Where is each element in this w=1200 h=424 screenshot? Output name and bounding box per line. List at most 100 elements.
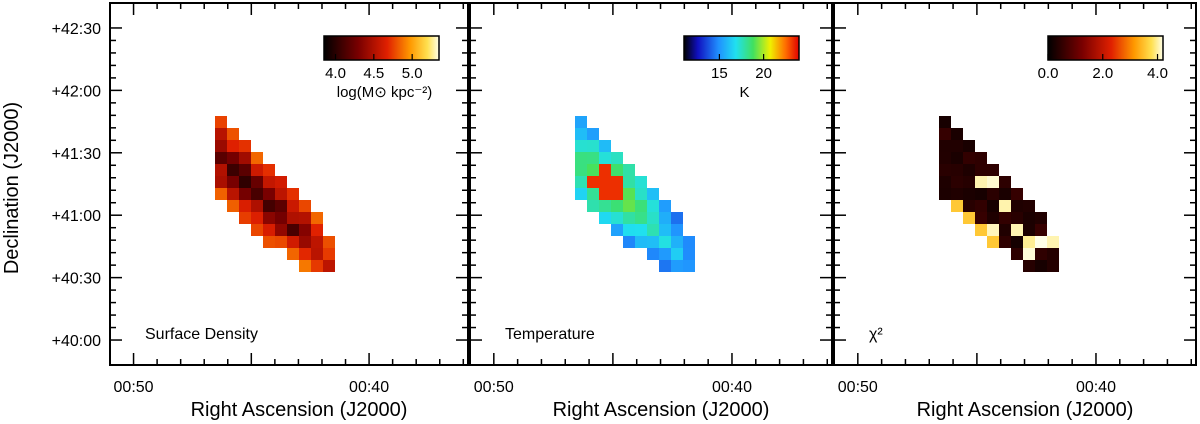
map-cell [683,236,695,248]
map-cell [975,164,987,176]
colorbar-ramp [1047,35,1164,61]
map-cell [263,224,275,236]
map-cell [311,260,323,272]
map-cell [299,224,311,236]
map-cell [239,140,251,152]
map-cell [215,128,227,140]
map-cell [963,188,975,200]
map-cell [659,260,671,272]
colorbar-tick-label: 0.0 [1038,65,1059,82]
map-cell [575,116,587,128]
map-cell [215,140,227,152]
panel-3: 00:50 00:40 Right Ascension (J2000) χ² 0.0 2.… [833,2,1197,421]
colorbar-tick-label: 4.0 [1147,65,1168,82]
map-cell [987,212,999,224]
map-cell [251,176,263,188]
map-cell [623,164,635,176]
map-cell [239,200,251,212]
map-cell [1023,260,1035,272]
map-cell [635,200,647,212]
map-cell [239,164,251,176]
map-cell [999,200,1011,212]
map-cell [647,236,659,248]
map-cell [1011,200,1023,212]
map-cell [299,236,311,248]
x-tick-label: 00:40 [712,379,752,396]
map-cell [611,176,623,188]
map-cell [263,164,275,176]
colorbar-ramp [683,35,800,61]
map-cell [1011,248,1023,260]
map-cell [227,140,239,152]
map-cell [587,152,599,164]
map-cell [951,200,963,212]
map-cell [215,152,227,164]
map-cell [987,200,999,212]
map-cell [987,188,999,200]
map-cell [987,224,999,236]
map-cell [611,200,623,212]
map-cell [975,212,987,224]
y-tick-label: +42:00 [52,83,101,100]
map-cell [1023,200,1035,212]
map-cell [215,176,227,188]
map-cell [635,224,647,236]
map-cell [951,164,963,176]
map-cell [623,212,635,224]
map-cell [647,200,659,212]
map-cell [951,188,963,200]
map-cell [659,248,671,260]
map-cell [587,128,599,140]
map-cell [1035,260,1047,272]
panel-label: Temperature [505,326,595,343]
map-cell [311,224,323,236]
map-cell [1035,224,1047,236]
colorbar-label: log(M⊙ kpc⁻²) [337,84,433,101]
y-axis-label: Declination (J2000) [1,102,23,274]
map-cell [215,116,227,128]
map-cell [575,176,587,188]
map-cell [975,176,987,188]
map-cell [239,188,251,200]
map-cell [287,212,299,224]
map-cell [1011,224,1023,236]
map-cell [587,188,599,200]
map-cell [963,200,975,212]
map-cell [227,128,239,140]
y-tick-label: +42:30 [52,21,101,38]
map-cell [587,200,599,212]
map-cell [239,212,251,224]
map-cell [575,140,587,152]
map-cell [275,176,287,188]
map-cell [251,212,263,224]
panel-label: χ² [869,326,883,343]
map-cell [599,176,611,188]
map-cell [1023,248,1035,260]
map-cell [939,176,951,188]
map-cell [251,200,263,212]
map-cell [963,164,975,176]
map-cell [287,188,299,200]
map-cell [599,152,611,164]
x-axis-label: Right Ascension (J2000) [917,399,1134,421]
map-cell [623,236,635,248]
map-cells [939,116,1059,272]
map-cell [999,212,1011,224]
map-cell [975,152,987,164]
map-cell [215,164,227,176]
map-cell [671,236,683,248]
map-cell [939,188,951,200]
map-cell [975,188,987,200]
axis-ticks [834,3,1196,365]
map-cell [647,248,659,260]
map-cell [599,200,611,212]
map-cell [635,176,647,188]
x-axis-label: Right Ascension (J2000) [553,399,770,421]
y-tick-label: +41:00 [52,208,101,225]
map-cell [587,140,599,152]
map-cell [287,248,299,260]
map-cell [599,164,611,176]
colorbar-tick-label: 15 [711,65,728,82]
x-tick-label: 00:50 [114,379,154,396]
map-cell [939,140,951,152]
